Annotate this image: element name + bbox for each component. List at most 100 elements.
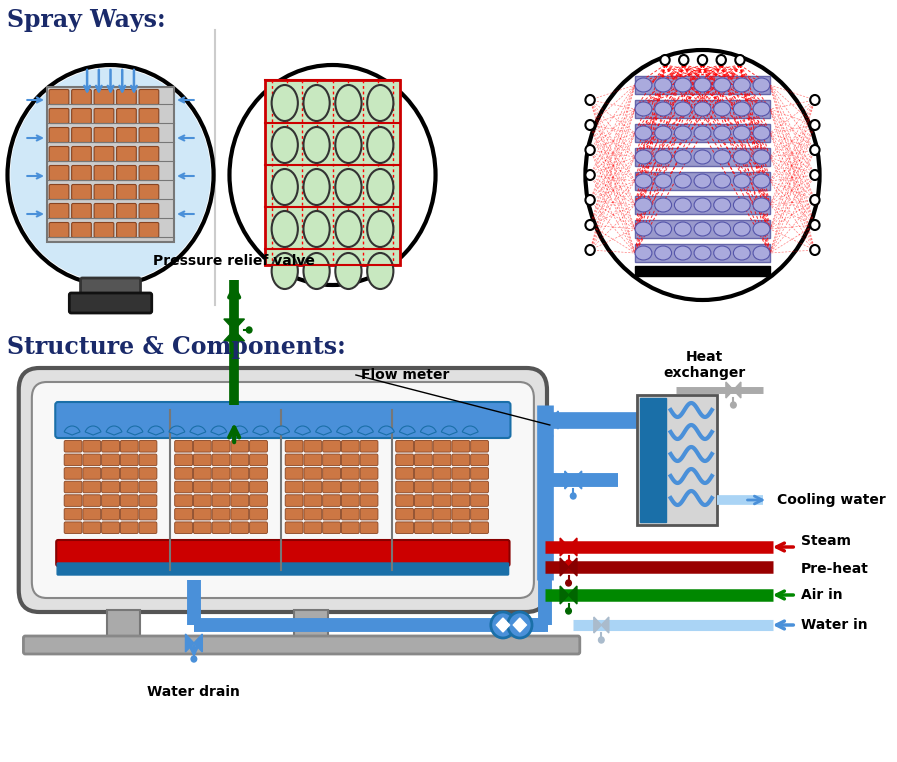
FancyBboxPatch shape [249,508,267,520]
FancyBboxPatch shape [49,165,69,181]
FancyBboxPatch shape [83,508,100,520]
Ellipse shape [635,126,652,140]
Ellipse shape [734,222,750,236]
Circle shape [191,656,196,662]
FancyBboxPatch shape [635,220,770,238]
Circle shape [679,55,688,65]
Circle shape [586,170,595,180]
FancyBboxPatch shape [360,482,378,493]
FancyBboxPatch shape [94,203,114,219]
Ellipse shape [367,169,394,205]
FancyBboxPatch shape [139,89,159,104]
Ellipse shape [635,102,652,116]
FancyBboxPatch shape [139,482,157,493]
Ellipse shape [734,174,750,188]
FancyBboxPatch shape [83,454,100,466]
Wedge shape [106,426,122,435]
Ellipse shape [272,127,298,163]
Polygon shape [186,634,194,652]
FancyBboxPatch shape [285,495,303,507]
FancyBboxPatch shape [175,482,193,493]
FancyBboxPatch shape [47,87,174,242]
FancyBboxPatch shape [101,522,119,533]
Circle shape [810,95,820,105]
FancyBboxPatch shape [49,89,69,104]
FancyBboxPatch shape [231,522,248,533]
FancyBboxPatch shape [194,482,211,493]
FancyBboxPatch shape [414,482,432,493]
FancyBboxPatch shape [65,508,82,520]
FancyBboxPatch shape [231,495,248,507]
FancyBboxPatch shape [120,522,138,533]
Polygon shape [224,319,245,330]
Ellipse shape [675,174,692,188]
FancyBboxPatch shape [213,522,230,533]
FancyBboxPatch shape [139,508,157,520]
FancyBboxPatch shape [342,522,359,533]
Polygon shape [560,538,569,556]
Ellipse shape [655,102,672,116]
FancyBboxPatch shape [139,454,157,466]
Wedge shape [190,426,205,435]
FancyBboxPatch shape [471,482,489,493]
Circle shape [10,68,211,282]
FancyBboxPatch shape [101,495,119,507]
FancyBboxPatch shape [304,454,322,466]
FancyBboxPatch shape [194,468,211,479]
FancyBboxPatch shape [107,610,141,638]
FancyBboxPatch shape [304,508,322,520]
Polygon shape [601,617,609,633]
FancyBboxPatch shape [120,440,138,452]
Circle shape [586,145,595,155]
Circle shape [810,245,820,255]
FancyBboxPatch shape [249,482,267,493]
Wedge shape [336,426,353,435]
FancyBboxPatch shape [414,522,432,533]
FancyBboxPatch shape [471,508,489,520]
Ellipse shape [635,174,652,188]
Ellipse shape [655,150,672,164]
FancyBboxPatch shape [72,165,91,181]
FancyBboxPatch shape [94,108,114,123]
FancyBboxPatch shape [360,508,378,520]
Ellipse shape [635,78,652,92]
Polygon shape [726,382,734,398]
FancyBboxPatch shape [452,495,470,507]
FancyBboxPatch shape [414,495,432,507]
Wedge shape [441,426,457,435]
FancyBboxPatch shape [72,108,91,123]
Circle shape [566,580,571,586]
Text: Water in: Water in [801,618,867,632]
FancyBboxPatch shape [433,495,451,507]
Ellipse shape [303,253,330,289]
FancyBboxPatch shape [139,522,157,533]
Circle shape [586,50,820,300]
Ellipse shape [734,198,750,212]
FancyBboxPatch shape [72,89,91,104]
FancyBboxPatch shape [360,468,378,479]
Polygon shape [194,634,203,652]
Circle shape [698,55,707,65]
Ellipse shape [734,126,750,140]
Ellipse shape [753,102,770,116]
FancyBboxPatch shape [32,382,534,598]
FancyBboxPatch shape [452,440,470,452]
FancyBboxPatch shape [285,454,303,466]
Wedge shape [253,426,268,435]
FancyBboxPatch shape [117,127,136,142]
FancyBboxPatch shape [213,495,230,507]
FancyBboxPatch shape [452,482,470,493]
FancyBboxPatch shape [304,522,322,533]
Ellipse shape [714,78,730,92]
FancyBboxPatch shape [249,440,267,452]
Ellipse shape [303,169,330,205]
FancyBboxPatch shape [635,124,770,142]
Ellipse shape [303,211,330,247]
FancyBboxPatch shape [175,440,193,452]
FancyBboxPatch shape [194,508,211,520]
FancyBboxPatch shape [433,522,451,533]
FancyBboxPatch shape [117,223,136,238]
Ellipse shape [655,78,672,92]
Wedge shape [127,426,143,435]
Ellipse shape [675,198,692,212]
